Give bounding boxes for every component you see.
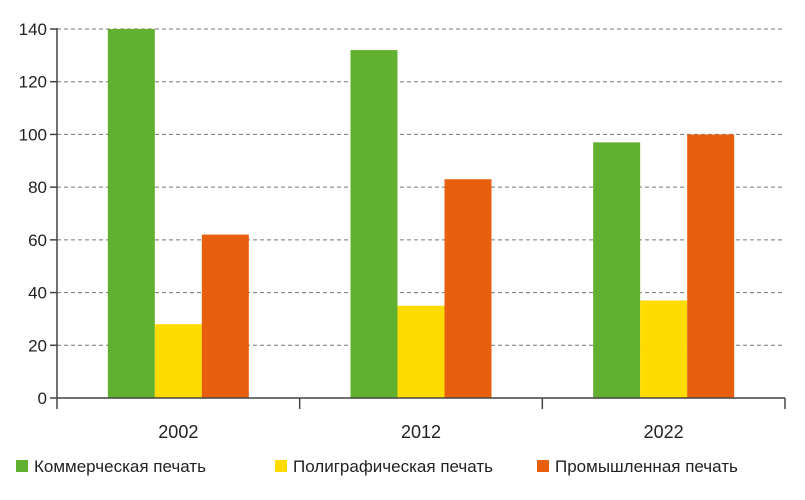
y-tick-label: 80 (28, 178, 47, 197)
bar (201, 234, 249, 398)
y-tick-label: 0 (38, 389, 47, 408)
bar (107, 29, 155, 398)
bar (687, 134, 735, 398)
x-category-label: 2002 (158, 422, 198, 442)
y-tick-label: 20 (28, 336, 47, 355)
legend-swatch (537, 460, 549, 472)
bar (350, 50, 398, 398)
legend-swatch (16, 460, 28, 472)
bars (107, 29, 735, 398)
y-tick-label: 120 (19, 73, 47, 92)
bar (154, 324, 202, 398)
x-category-label: 2022 (644, 422, 684, 442)
legend-label: Коммерческая печать (34, 457, 206, 476)
gridlines (57, 28, 785, 346)
legend-label: Полиграфическая печать (293, 457, 493, 476)
x-category-labels: 2002 2012 2022 (158, 422, 683, 442)
y-tick-labels: 0 20 40 60 80 100 120 140 (19, 20, 47, 408)
y-tick-label: 100 (19, 125, 47, 144)
y-tick-label: 60 (28, 231, 47, 250)
y-tick-label: 40 (28, 284, 47, 303)
bar (640, 300, 688, 398)
bar (444, 179, 492, 398)
x-category-label: 2012 (401, 422, 441, 442)
y-tick-label: 140 (19, 20, 47, 39)
axes (50, 28, 786, 409)
bar (593, 142, 641, 398)
legend-label: Промышленная печать (555, 457, 738, 476)
legend-swatch (275, 460, 287, 472)
bar (397, 305, 445, 398)
legend: Коммерческая печать Полиграфическая печат… (16, 457, 738, 476)
